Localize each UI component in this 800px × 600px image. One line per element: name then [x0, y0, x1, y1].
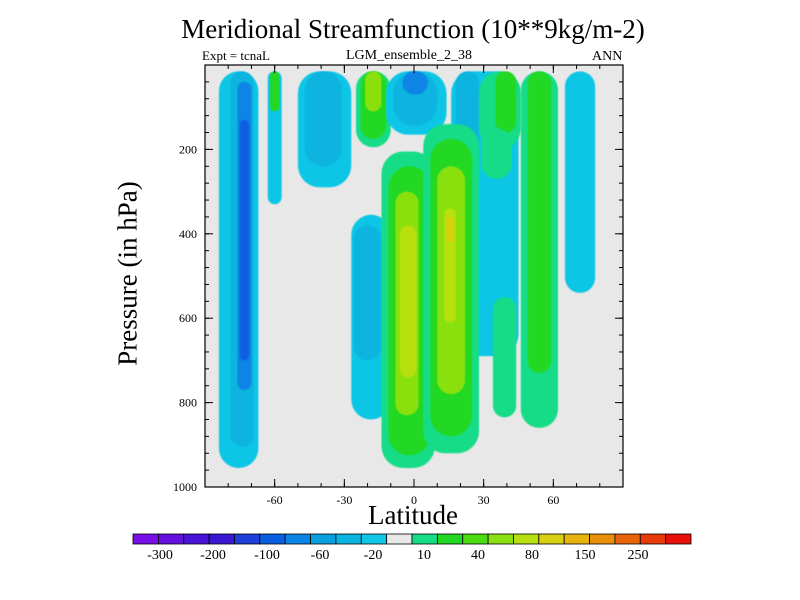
colorbar-swatch-3	[208, 533, 235, 545]
contour-region-19	[527, 71, 552, 374]
contour-fills	[218, 71, 596, 469]
contour-region-31	[446, 216, 454, 243]
colorbar-swatch-11	[411, 533, 438, 545]
colorbar-swatch-7	[310, 533, 337, 545]
colorbar-swatch-16	[538, 533, 565, 545]
colorbar-swatch-14	[487, 533, 514, 545]
y-tick-label: 1000	[173, 480, 197, 494]
x-tick-label: 60	[547, 493, 559, 507]
y-tick-label: 600	[179, 311, 197, 325]
experiment-label: Expt = tcnaL	[202, 48, 270, 63]
colorbar-label: -60	[311, 548, 330, 563]
x-tick-label: -30	[336, 493, 352, 507]
colorbar: -300 -200 -100 -60 -20 10 40 80 150 250	[132, 533, 692, 563]
contour-region-26	[400, 225, 417, 378]
axis-ticks: -60 -30 0 30 60 200 400 600 800 1000	[173, 65, 623, 507]
colorbar-label: 10	[417, 548, 431, 563]
colorbar-swatch-18	[589, 533, 616, 545]
y-tick-label: 400	[179, 227, 197, 241]
colorbar-label: 40	[471, 548, 485, 563]
contour-region-13	[402, 71, 428, 95]
chart-title: Meridional Streamfunction (10**9kg/m-2)	[181, 14, 645, 44]
contour-region-7	[304, 71, 343, 167]
colorbar-label: -300	[147, 548, 173, 563]
y-tick-label: 200	[179, 142, 197, 156]
colorbar-swatch-20	[639, 533, 667, 545]
colorbar-swatch-1	[157, 533, 185, 545]
x-tick-label: -60	[267, 493, 283, 507]
colorbar-swatch-4	[234, 533, 261, 545]
colorbar-label: -20	[364, 548, 383, 563]
colorbar-swatch-13	[462, 533, 489, 545]
colorbar-swatch-15	[513, 533, 540, 545]
colorbar-swatch-6	[284, 533, 311, 545]
x-tick-label: 0	[411, 493, 417, 507]
colorbar-swatch-9	[360, 533, 388, 545]
contour-region-10	[365, 71, 382, 112]
y-tick-label: 800	[179, 396, 197, 410]
colorbar-label: -200	[200, 548, 226, 563]
colorbar-swatch-2	[183, 533, 210, 545]
colorbar-swatch-5	[259, 533, 286, 545]
colorbar-label: -100	[254, 548, 280, 563]
contour-region-5	[270, 71, 280, 112]
contour-region-20	[564, 71, 596, 293]
x-tick-label: 30	[478, 493, 490, 507]
colorbar-swatch-21	[665, 533, 692, 545]
colorbar-swatch-17	[563, 533, 590, 545]
colorbar-swatch-0	[132, 533, 159, 545]
ensemble-label: LGM_ensemble_2_38	[346, 48, 472, 63]
contour-region-3	[239, 119, 250, 361]
colorbar-swatch-10	[386, 533, 413, 545]
colorbar-swatch-8	[335, 533, 362, 545]
colorbar-label: 150	[575, 548, 596, 563]
contour-region-22	[353, 225, 382, 361]
season-label: ANN	[592, 49, 623, 64]
colorbar-swatch-19	[614, 533, 641, 545]
colorbar-label: 80	[525, 548, 539, 563]
x-axis-label: Latitude	[368, 500, 458, 530]
colorbar-label: 250	[628, 548, 649, 563]
contour-region-17	[495, 71, 517, 133]
contour-region-33	[492, 297, 517, 418]
contour-region-32	[481, 128, 512, 179]
colorbar-swatch-12	[436, 533, 464, 545]
